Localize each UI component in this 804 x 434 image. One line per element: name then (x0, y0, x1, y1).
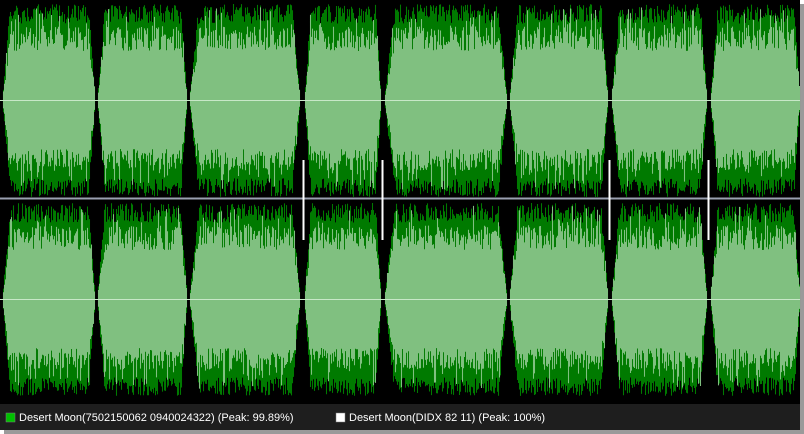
legend-bar (0, 404, 800, 430)
legend-label: Desert Moon(DIDX 82 11) (Peak: 100%) (349, 412, 545, 424)
legend-label: Desert Moon(7502150062 0940024322) (Peak… (19, 412, 294, 424)
legend-swatch (5, 412, 16, 423)
track-markers (302, 160, 710, 240)
shadow-right (800, 4, 804, 434)
legend-swatch (335, 412, 346, 423)
shadow-bottom (4, 430, 804, 434)
